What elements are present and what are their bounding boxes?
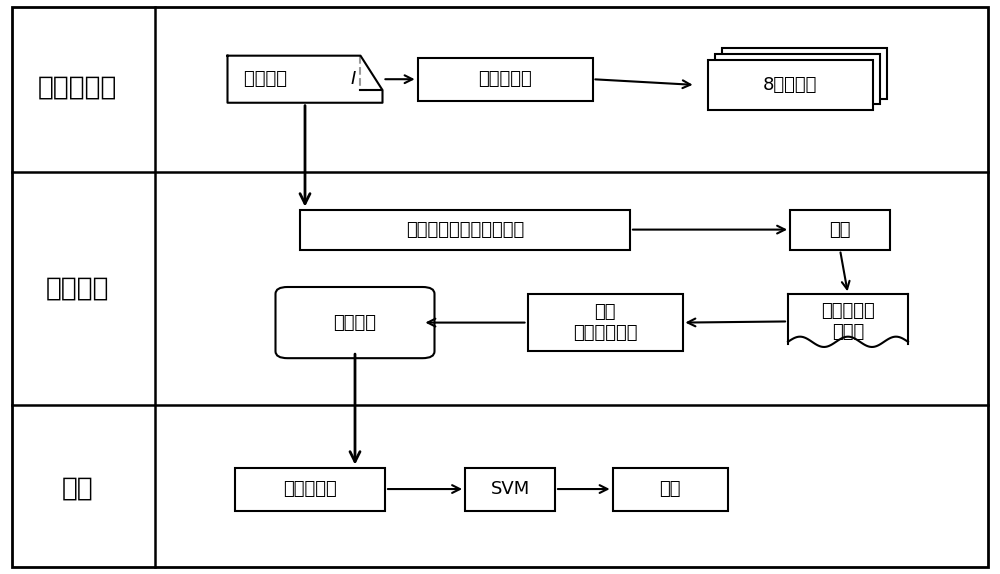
FancyBboxPatch shape [790, 210, 890, 250]
Text: 训练分类器: 训练分类器 [283, 480, 337, 498]
Text: 分类: 分类 [659, 480, 681, 498]
FancyBboxPatch shape [722, 48, 887, 99]
Text: 8个位平面: 8个位平面 [763, 76, 817, 94]
Text: 分类: 分类 [62, 476, 93, 502]
Text: 计算
灰度共生矩阵: 计算 灰度共生矩阵 [573, 303, 637, 342]
FancyBboxPatch shape [300, 210, 630, 250]
FancyBboxPatch shape [612, 467, 728, 511]
Text: 特征提取: 特征提取 [46, 276, 109, 302]
Polygon shape [227, 56, 382, 103]
Polygon shape [788, 294, 908, 343]
Text: 计算位平面间的差分矩阵: 计算位平面间的差分矩阵 [406, 220, 524, 239]
FancyBboxPatch shape [528, 294, 682, 351]
FancyBboxPatch shape [235, 467, 385, 511]
Text: 特征提取: 特征提取 [334, 313, 376, 332]
Text: 原始图像: 原始图像 [244, 70, 293, 88]
FancyBboxPatch shape [418, 58, 592, 101]
Text: 差分矩阵的
和矩阵: 差分矩阵的 和矩阵 [821, 302, 875, 341]
FancyBboxPatch shape [708, 60, 872, 110]
Text: 图像预处理: 图像预处理 [38, 74, 117, 100]
Text: I: I [350, 70, 356, 88]
Text: SVM: SVM [490, 480, 530, 498]
FancyBboxPatch shape [12, 7, 988, 567]
FancyBboxPatch shape [714, 54, 880, 104]
FancyBboxPatch shape [275, 287, 434, 358]
FancyBboxPatch shape [465, 467, 555, 511]
Text: 位平面分解: 位平面分解 [478, 70, 532, 88]
Text: 求和: 求和 [829, 220, 851, 239]
